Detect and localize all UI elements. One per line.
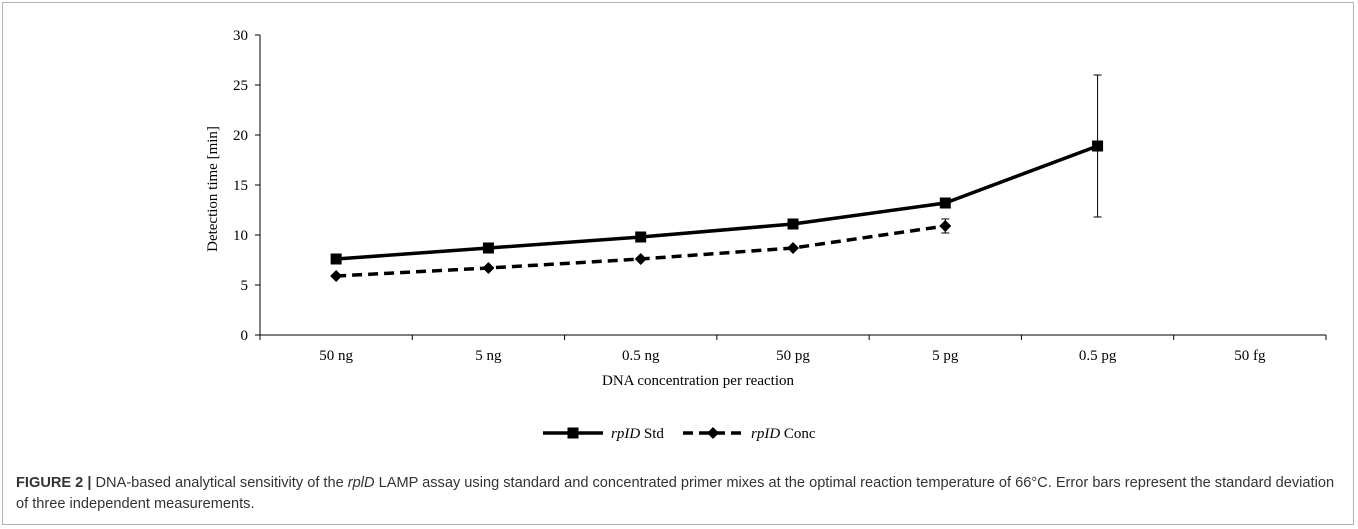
legend-marker xyxy=(707,427,719,439)
data-point xyxy=(482,242,494,254)
data-point xyxy=(1092,140,1104,152)
data-point xyxy=(330,270,343,282)
y-tick-label: 0 xyxy=(241,328,249,344)
x-tick-label: 5 pg xyxy=(932,348,959,364)
legend-label-italic: rpID xyxy=(611,426,640,442)
chart-svg: 0 5 10 15 20 25 30 50 ng 5 ng 0.5 ng 50 pg 5 pg 0.5 … xyxy=(205,28,1327,442)
x-tick-label: 50 ng xyxy=(319,348,353,364)
y-tick-label: 10 xyxy=(233,228,248,244)
data-point xyxy=(939,197,951,209)
legend-label: rpID Std xyxy=(611,426,664,442)
legend-marker xyxy=(567,427,579,439)
chart-series xyxy=(330,74,1104,282)
x-tick-label: 50 pg xyxy=(776,348,810,364)
legend-label-italic: rpID xyxy=(751,426,780,442)
legend-label-rest: Std xyxy=(640,426,664,442)
series-line xyxy=(336,144,1099,261)
data-point xyxy=(635,231,647,243)
x-axis-label: DNA concentration per reaction xyxy=(602,373,795,389)
caption-text-after: LAMP assay using standard and concentrat… xyxy=(16,475,1335,512)
x-tick-label: 5 ng xyxy=(475,348,502,364)
chart-legend: rpID Std rpID Conc xyxy=(543,426,816,442)
data-point xyxy=(939,220,952,232)
legend-label: rpID Conc xyxy=(751,426,816,442)
y-tick-label: 20 xyxy=(233,128,248,144)
chart-axes: 0 5 10 15 20 25 30 50 ng 5 ng 0.5 ng 50 pg 5 pg 0.5 … xyxy=(233,28,1327,364)
y-axis-label: Detection time [min] xyxy=(205,126,221,252)
x-tick-label: 0.5 ng xyxy=(622,348,660,364)
data-point xyxy=(787,242,799,254)
data-point xyxy=(330,253,342,265)
series-group xyxy=(330,218,952,282)
caption-gene: rplD xyxy=(347,475,375,491)
y-tick-label: 30 xyxy=(233,28,248,44)
legend-label-rest: Conc xyxy=(780,426,816,442)
caption-text-before: DNA-based analytical sensitivity of the xyxy=(91,475,348,491)
x-tick-label: 0.5 pg xyxy=(1079,348,1117,364)
caption-figure-label: FIGURE 2 | xyxy=(16,475,92,491)
figure-caption: FIGURE 2 | DNA-based analytical sensitiv… xyxy=(16,473,1336,515)
y-tick-label: 25 xyxy=(233,78,248,94)
series-group xyxy=(330,74,1104,265)
x-tick-label: 50 fg xyxy=(1234,348,1266,364)
data-point xyxy=(634,253,647,265)
y-tick-label: 15 xyxy=(233,178,248,194)
data-point xyxy=(787,218,799,230)
data-point xyxy=(482,262,495,274)
y-tick-label: 5 xyxy=(241,278,249,294)
